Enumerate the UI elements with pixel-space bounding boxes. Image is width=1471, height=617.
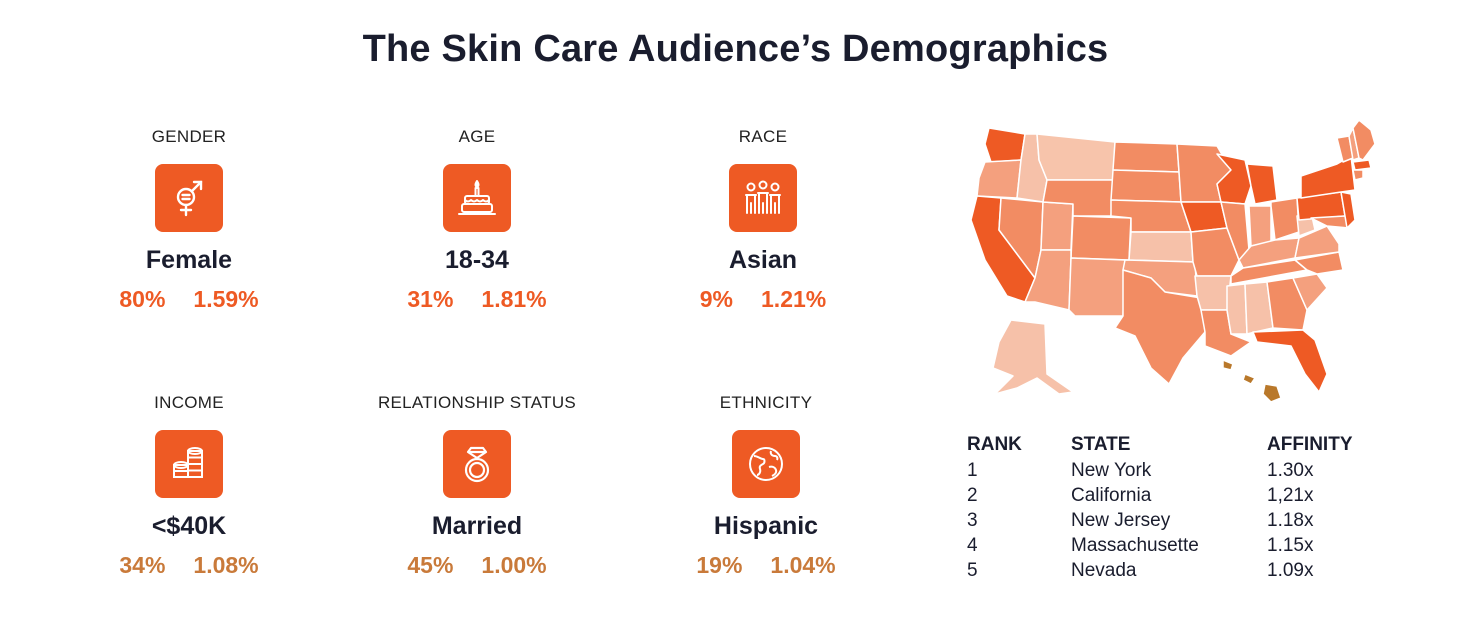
stat-value: Asian <box>728 246 798 274</box>
stat-label: RELATIONSHIP STATUS <box>377 393 577 412</box>
gender-stat: GENDER Female 80% 1.59% <box>59 126 319 313</box>
stat-label: AGE <box>458 127 496 146</box>
map-state-massachusetts <box>1352 159 1372 171</box>
age-stat: AGE 18-34 31% 1.81% <box>347 126 607 313</box>
stat-affinity: 1.00% <box>481 552 547 578</box>
row-affinity: 1.09x <box>1267 560 1314 581</box>
row-state: Nevada <box>1071 560 1137 581</box>
gender-icon <box>155 164 223 232</box>
row-state: California <box>1071 485 1152 506</box>
map-state-north-dakota <box>1112 141 1180 173</box>
stat-percent: 31% <box>407 286 454 312</box>
table-row: 5 Nevada 1.09x <box>967 558 1387 583</box>
map-state-new-jersey <box>1340 191 1356 229</box>
stat-value: Married <box>431 512 523 540</box>
row-state: New Jersey <box>1071 510 1171 531</box>
coins-icon <box>155 430 223 498</box>
stat-affinity: 1.81% <box>481 286 547 312</box>
stat-percent: 19% <box>696 552 743 578</box>
row-rank: 1 <box>967 460 978 481</box>
relationship-stat: RELATIONSHIP STATUS Married 45% 1.00% <box>347 392 607 579</box>
table-row: 2 California 1,21x <box>967 483 1387 508</box>
map-state-michigan <box>1246 163 1278 205</box>
map-state-alabama <box>1244 281 1274 335</box>
row-rank: 5 <box>967 560 978 581</box>
stat-affinity: 1.04% <box>770 552 836 578</box>
map-state-connecticut <box>1352 169 1364 181</box>
table-row: 1 New York 1.30x <box>967 458 1387 483</box>
stat-label: RACE <box>738 127 788 146</box>
stat-label: INCOME <box>154 393 224 412</box>
stat-affinity: 1.21% <box>761 286 827 312</box>
stat-value: Female <box>145 246 233 274</box>
income-stat: INCOME <$40K 34% 1.08% <box>59 392 319 579</box>
header-rank: RANK <box>967 434 1022 455</box>
map-state-virginia <box>1294 225 1340 259</box>
map-state-arkansas <box>1194 275 1232 311</box>
map-state-florida <box>1252 329 1328 393</box>
row-affinity: 1.18x <box>1267 510 1314 531</box>
row-affinity: 1.30x <box>1267 460 1314 481</box>
map-state-hawaii <box>1222 359 1282 403</box>
state-rank-table: RANK STATE AFFINITY 1 New York 1.30x 2 C… <box>967 432 1387 583</box>
stat-label: ETHNICITY <box>719 393 813 412</box>
map-state-georgia <box>1266 277 1308 331</box>
race-stat: RACE Asian 9% 1.21% <box>633 126 893 313</box>
map-state-oregon <box>976 159 1022 199</box>
stat-percent: 34% <box>119 552 166 578</box>
table-row: 4 Massachusette 1.15x <box>967 533 1387 558</box>
row-rank: 4 <box>967 535 978 556</box>
map-state-colorado <box>1070 215 1132 261</box>
map-state-new-mexico <box>1068 257 1126 317</box>
stat-percent: 45% <box>407 552 454 578</box>
ethnicity-stat: ETHNICITY Hispanic 19% 1.04% <box>636 392 896 579</box>
map-state-montana <box>1036 133 1116 181</box>
people-group-icon <box>729 164 797 232</box>
table-row: 3 New Jersey 1.18x <box>967 508 1387 533</box>
stat-value: 18-34 <box>445 246 509 274</box>
map-state-south-dakota <box>1110 169 1182 203</box>
map-state-new-york <box>1300 155 1356 199</box>
row-rank: 2 <box>967 485 978 506</box>
map-state-maine <box>1352 120 1375 161</box>
stat-value: <$40K <box>151 512 227 540</box>
table-header: RANK STATE AFFINITY <box>967 432 1387 458</box>
map-state-mississippi <box>1226 283 1248 335</box>
stat-percent: 9% <box>699 286 734 312</box>
stat-affinity: 1.59% <box>193 286 259 312</box>
row-rank: 3 <box>967 510 978 531</box>
map-state-alaska <box>992 319 1074 395</box>
us-affinity-map <box>970 120 1375 403</box>
page-title: The Skin Care Audience’s Demographics <box>362 28 1109 70</box>
map-state-arizona <box>1024 249 1072 311</box>
header-affinity: AFFINITY <box>1267 434 1353 455</box>
stat-value: Hispanic <box>713 512 819 540</box>
map-state-utah <box>1040 201 1074 251</box>
map-state-indiana <box>1248 205 1272 247</box>
row-state: New York <box>1071 460 1152 481</box>
map-state-texas <box>1114 269 1206 385</box>
row-affinity: 1.15x <box>1267 535 1314 556</box>
map-state-kansas <box>1128 231 1194 263</box>
header-state: STATE <box>1071 434 1131 455</box>
map-state-south-carolina <box>1292 273 1328 311</box>
map-state-ohio <box>1270 197 1300 241</box>
ring-icon <box>443 430 511 498</box>
row-affinity: 1,21x <box>1267 485 1314 506</box>
row-state: Massachusette <box>1071 535 1199 556</box>
stat-label: GENDER <box>151 127 227 146</box>
stat-percent: 80% <box>119 286 166 312</box>
birthday-cake-icon <box>443 164 511 232</box>
stat-affinity: 1.08% <box>193 552 259 578</box>
map-state-washington <box>984 127 1026 163</box>
map-state-maryland <box>1310 215 1350 229</box>
globe-icon <box>732 430 800 498</box>
